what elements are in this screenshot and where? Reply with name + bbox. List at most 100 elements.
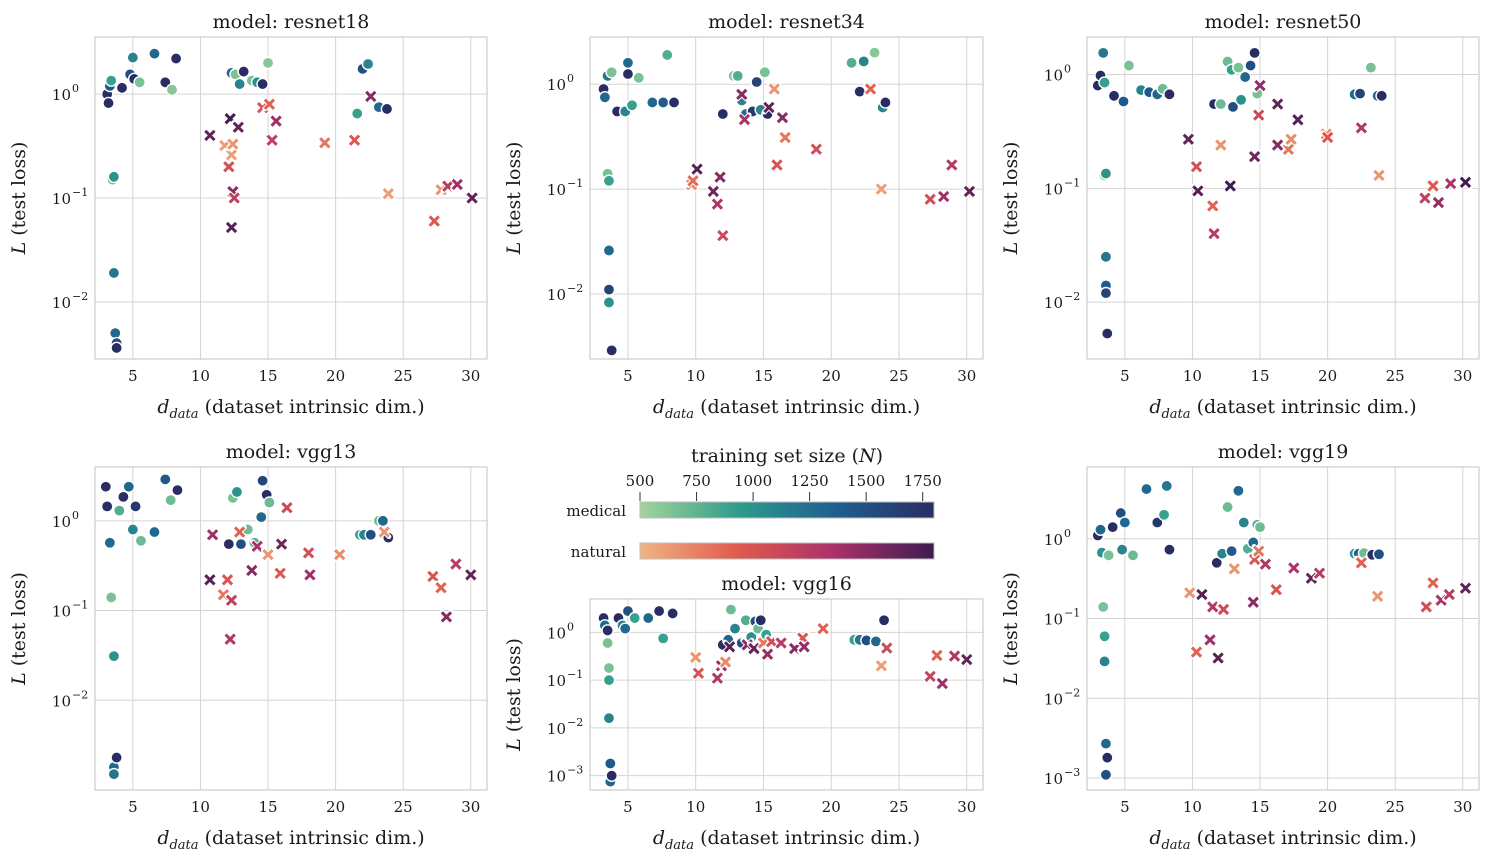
- data-point-natural: [734, 87, 749, 102]
- data-point-natural: [1419, 599, 1434, 614]
- x-tick-label: 30: [957, 367, 976, 385]
- data-point-medical: [129, 500, 142, 513]
- data-point-natural: [760, 647, 775, 662]
- x-axis-label: ddata (dataset intrinsic dim.): [157, 827, 424, 853]
- data-point-natural: [761, 100, 776, 115]
- x-tick-label: 30: [1453, 367, 1472, 385]
- data-point-natural: [1458, 581, 1473, 596]
- data-point-medical: [1238, 70, 1252, 84]
- data-point-natural: [1190, 183, 1205, 198]
- data-point-medical: [731, 69, 745, 83]
- axes-frame: [94, 36, 488, 360]
- data-point-medical: [602, 296, 616, 309]
- data-point-natural: [262, 97, 277, 112]
- data-point-medical: [1099, 250, 1113, 264]
- data-point-natural: [769, 157, 785, 173]
- data-point-medical: [102, 96, 115, 110]
- data-point-natural: [718, 654, 733, 670]
- data-point-medical: [165, 83, 179, 97]
- y-axis-label: L (test loss): [503, 142, 525, 256]
- x-tick-label: 10: [686, 798, 705, 816]
- data-point-natural: [232, 524, 247, 540]
- data-point-medical: [1364, 61, 1378, 74]
- axes-frame: [589, 36, 984, 360]
- data-point-medical: [602, 673, 616, 687]
- data-point-medical: [618, 622, 632, 635]
- data-point-medical: [376, 514, 390, 528]
- data-point-natural: [439, 609, 454, 624]
- y-tick-label: 10: [52, 190, 71, 208]
- data-point-medical: [148, 525, 161, 539]
- data-point-medical: [1157, 508, 1171, 522]
- data-point-medical: [621, 56, 635, 70]
- y-tick-label: 10: [52, 513, 71, 531]
- y-tick-exponent: −1: [72, 186, 88, 199]
- data-point-medical: [256, 474, 269, 488]
- x-axis-label: ddata (dataset intrinsic dim.): [1149, 396, 1416, 422]
- data-point-natural: [923, 192, 938, 207]
- data-point-natural: [1227, 561, 1242, 576]
- series-medical: [99, 473, 395, 781]
- y-tick-exponent: −1: [1064, 607, 1080, 620]
- x-tick-label: 25: [889, 798, 908, 816]
- y-tick-exponent: −1: [72, 599, 88, 612]
- data-point-natural: [202, 572, 217, 587]
- y-tick-label: 10: [1044, 67, 1063, 85]
- data-point-medical: [656, 96, 670, 109]
- data-point-medical: [853, 85, 866, 98]
- legend-tick-label: 500: [626, 472, 655, 490]
- data-point-medical: [164, 493, 177, 507]
- data-point-natural: [1251, 544, 1266, 559]
- data-point-natural: [710, 196, 725, 212]
- data-point-natural: [317, 135, 332, 150]
- data-point-natural: [433, 580, 449, 595]
- y-tick-label: 10: [52, 692, 71, 710]
- subplot-title: model: vgg19: [1218, 441, 1349, 463]
- data-point-medical: [254, 510, 268, 524]
- data-point-natural: [935, 676, 950, 691]
- data-point-natural: [1205, 599, 1220, 614]
- data-point-natural: [1443, 176, 1458, 191]
- x-tick-label: 20: [1318, 367, 1337, 385]
- data-point-medical: [628, 611, 642, 625]
- axes-frame: [1086, 466, 1480, 791]
- data-point-medical: [158, 473, 172, 486]
- data-point-medical: [122, 480, 136, 494]
- series-medical: [597, 603, 891, 788]
- x-tick-label: 15: [1250, 798, 1269, 816]
- data-point-natural: [264, 133, 280, 148]
- x-tick-label: 10: [1183, 367, 1202, 385]
- y-tick-label: 10: [547, 672, 566, 690]
- data-point-natural: [448, 556, 464, 572]
- data-point-medical: [724, 603, 738, 616]
- data-point-medical: [666, 607, 679, 620]
- x-tick-label: 5: [1120, 798, 1130, 816]
- data-point-natural: [863, 81, 878, 97]
- data-point-medical: [868, 46, 881, 59]
- data-point-natural: [1246, 595, 1261, 610]
- series-medical: [1091, 46, 1388, 340]
- data-point-medical: [1100, 751, 1114, 764]
- data-point-medical: [646, 96, 659, 109]
- series-natural: [202, 89, 480, 235]
- data-point-natural: [1251, 108, 1266, 123]
- data-point-natural: [1270, 137, 1285, 153]
- data-point-natural: [1223, 178, 1238, 194]
- data-point-natural: [689, 162, 705, 177]
- x-tick-label: 20: [326, 367, 345, 385]
- y-tick-label: 10: [547, 720, 566, 738]
- data-point-natural: [269, 113, 284, 129]
- y-tick-label: 10: [1044, 770, 1063, 788]
- x-axis-label: ddata (dataset intrinsic dim.): [653, 827, 920, 853]
- data-point-medical: [1115, 543, 1129, 556]
- data-point-natural: [1182, 585, 1197, 600]
- data-point-medical: [1160, 479, 1174, 493]
- data-point-natural: [1284, 132, 1299, 147]
- y-tick-exponent: −2: [567, 716, 583, 729]
- x-tick-label: 30: [461, 367, 480, 385]
- data-point-medical: [1140, 482, 1153, 496]
- data-point-natural: [244, 563, 259, 578]
